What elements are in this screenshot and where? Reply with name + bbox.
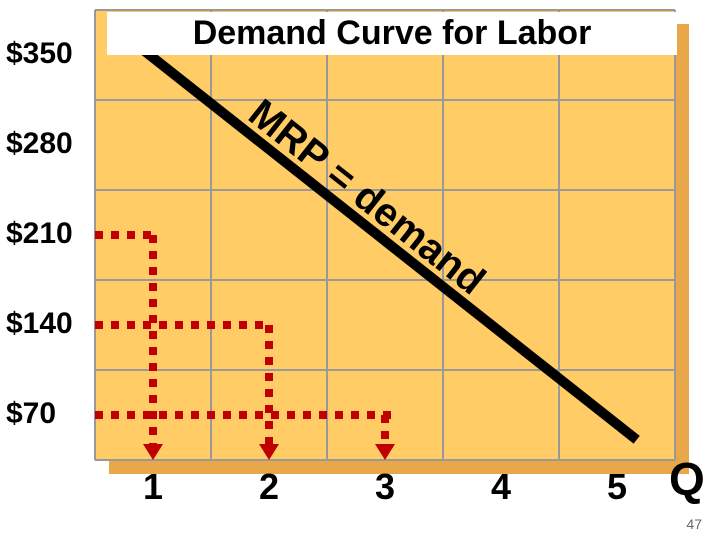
y-tick-label: $350	[6, 37, 73, 71]
x-tick-label: 5	[597, 466, 637, 508]
y-tick-label: $210	[6, 217, 73, 251]
chart-title: Demand Curve for Labor	[107, 12, 677, 55]
x-tick-label: 2	[249, 466, 289, 508]
y-tick-label: $140	[6, 307, 73, 341]
page-number: 47	[686, 516, 702, 532]
y-tick-label: $70	[6, 397, 56, 431]
x-tick-label: 3	[365, 466, 405, 508]
x-tick-label: 4	[481, 466, 521, 508]
y-tick-label: $280	[6, 127, 73, 161]
q-axis-label: Q	[669, 452, 705, 506]
x-tick-label: 1	[133, 466, 173, 508]
